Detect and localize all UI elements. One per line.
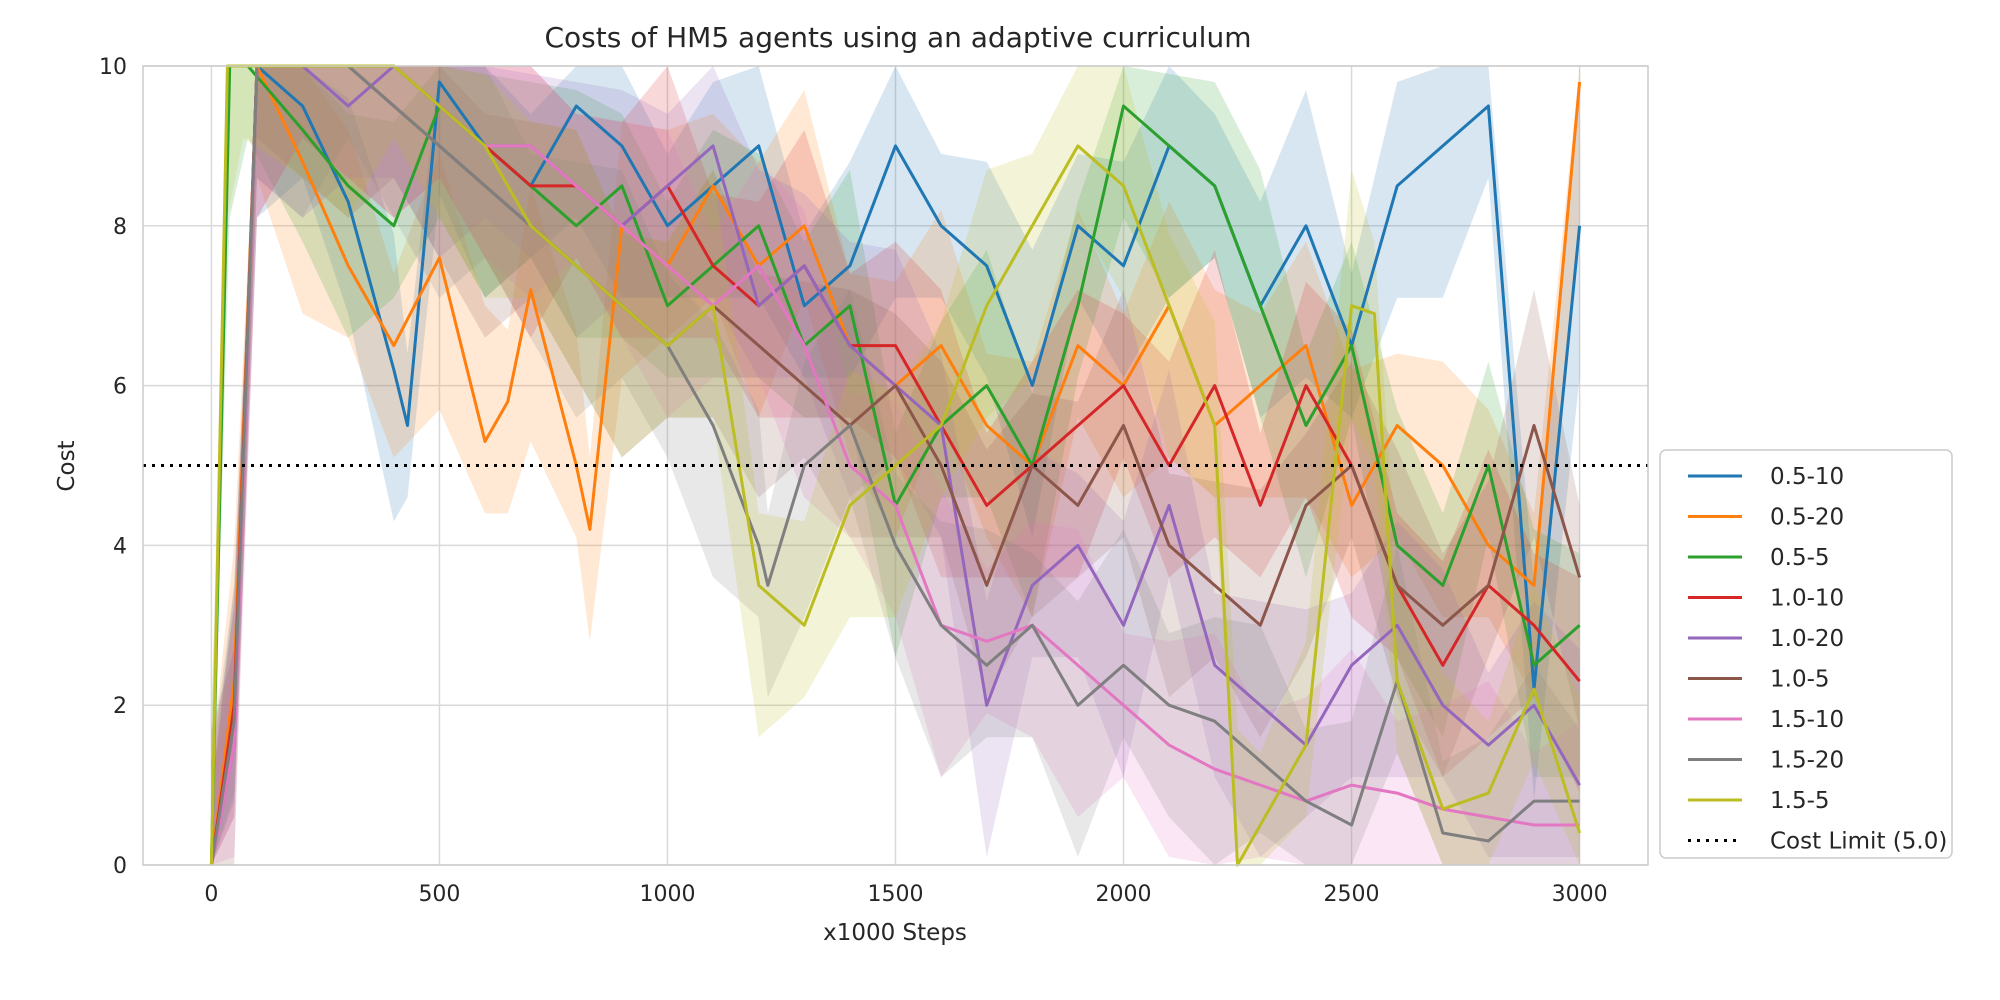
x-tick-label: 500	[418, 882, 460, 907]
legend-entry-label: 1.0-5	[1770, 667, 1830, 693]
x-tick-label: 2000	[1096, 882, 1152, 907]
series-band-1.5-20	[211, 66, 1580, 865]
legend-entry-label: 0.5-10	[1770, 464, 1844, 490]
x-tick-label: 1000	[639, 882, 695, 907]
y-tick-label: 10	[99, 55, 127, 80]
legend-entry-label: 0.5-5	[1770, 545, 1830, 571]
series-line-1.5-20	[209, 64, 1580, 866]
series-band-1.0-10	[211, 66, 1580, 865]
chart-title: Costs of HM5 agents using an adaptive cu…	[545, 21, 1252, 54]
x-tick-label: 3000	[1552, 882, 1608, 907]
y-tick-label: 2	[113, 694, 127, 719]
series-line-1.5-5	[209, 64, 1582, 867]
series-band-0.5-10	[211, 66, 1580, 865]
legend-entry-label: 0.5-20	[1770, 505, 1844, 531]
series-line-0.5-10	[209, 64, 1582, 866]
legend-entry-label: 1.5-10	[1770, 707, 1844, 733]
y-tick-label: 8	[113, 215, 127, 240]
y-tick-label: 0	[113, 854, 127, 879]
legend-entry-label: Cost Limit (5.0)	[1770, 829, 1947, 855]
x-tick-label: 0	[204, 882, 218, 907]
x-tick-label: 2500	[1324, 882, 1380, 907]
legend-entry-label: 1.0-20	[1770, 626, 1844, 652]
x-axis-label: x1000 Steps	[823, 920, 967, 946]
y-tick-label: 4	[113, 534, 127, 559]
legend-entry-label: 1.5-5	[1770, 788, 1830, 814]
tick-labels: 0 500 1000 1500 2000 2500 3000 0 2 4 6 8 10	[99, 55, 1608, 907]
legend-entry-label: 1.5-20	[1770, 748, 1844, 774]
x-tick-label: 1500	[868, 882, 924, 907]
legend: 0.5-10 0.5-20 0.5-5 1.0-10 1.0-20 1.0-5 1.5-10…	[1659, 449, 1953, 859]
plot-frame	[142, 65, 1649, 866]
legend-box	[1659, 449, 1953, 859]
y-tick-label: 6	[113, 375, 127, 400]
series-band-1.0-20	[211, 66, 1580, 865]
series-lines	[209, 64, 1582, 867]
legend-entry-label: 1.0-10	[1770, 586, 1844, 612]
y-axis-label: Cost	[54, 440, 80, 491]
